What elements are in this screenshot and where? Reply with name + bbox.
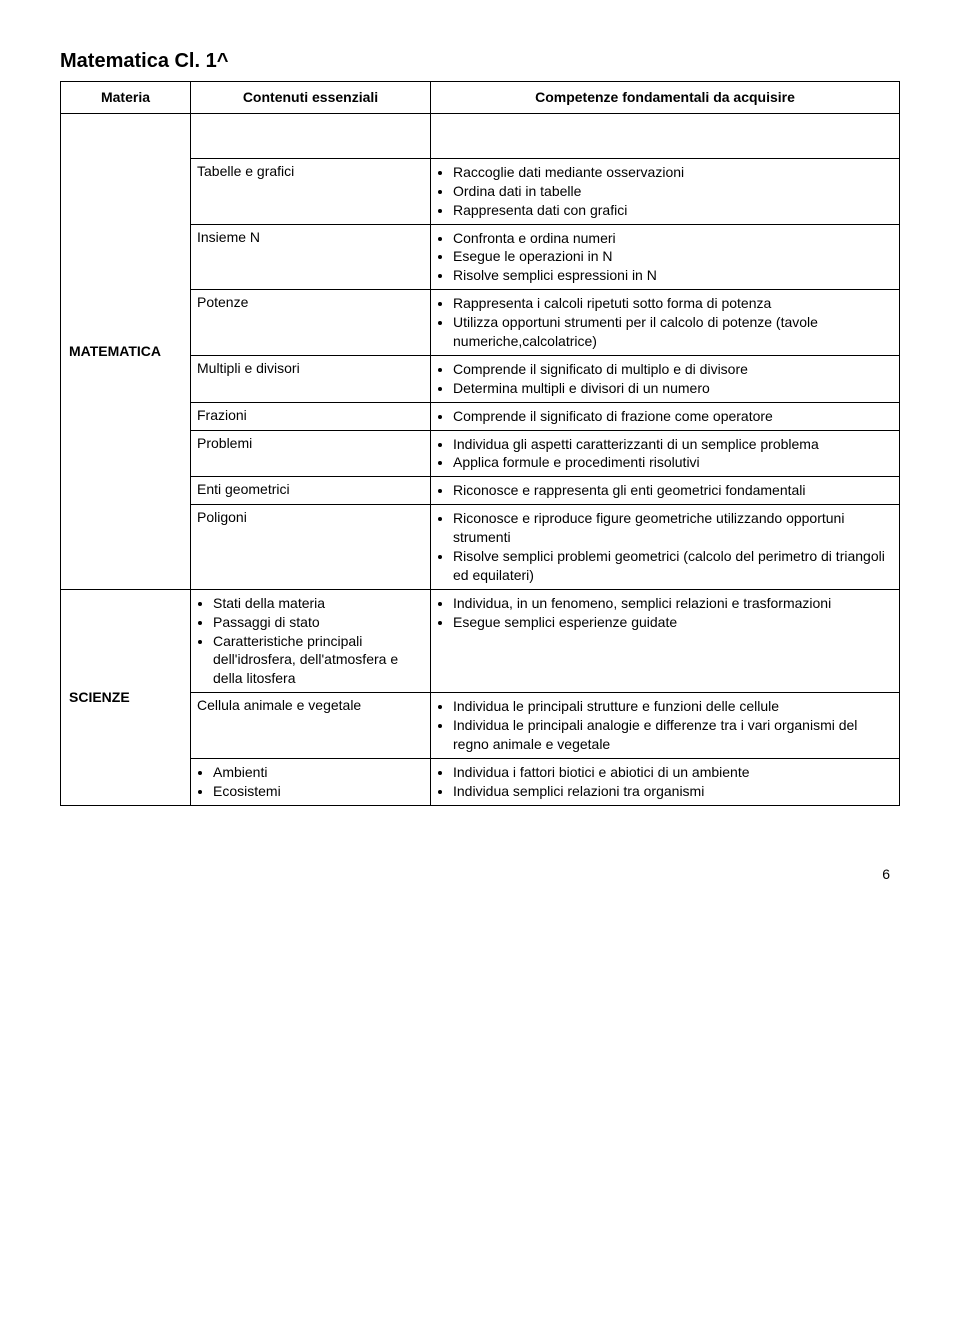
competence-cell: Individua, in un fenomeno, semplici rela… [431,589,900,692]
table-row: SCIENZE Stati della materia Passaggi di … [61,589,900,692]
list-item: Confronta e ordina numeri [453,229,893,248]
page-container: Matematica Cl. 1^ Materia Contenuti esse… [0,0,960,846]
header-competenze: Competenze fondamentali da acquisire [431,82,900,114]
list-item: Comprende il significato di frazione com… [453,407,893,426]
content-cell: Ambienti Ecosistemi [191,758,431,805]
content-cell: Poligoni [191,505,431,590]
list-item: Ordina dati in tabelle [453,182,893,201]
list-item: Individua le principali strutture e funz… [453,697,893,716]
spacer-row: MATEMATICA [61,113,900,158]
content-cell: Potenze [191,290,431,356]
list-item: Individua semplici relazioni tra organis… [453,782,893,801]
competence-cell: Comprende il significato di multiplo e d… [431,355,900,402]
list-item: Passaggi di stato [213,613,424,632]
competence-cell: Riconosce e riproduce figure geometriche… [431,505,900,590]
list-item: Individua gli aspetti caratterizzanti di… [453,435,893,454]
competence-cell: Individua le principali strutture e funz… [431,693,900,759]
competence-cell: Confronta e ordina numeri Esegue le oper… [431,224,900,290]
list-item: Applica formule e procedimenti risolutiv… [453,453,893,472]
competence-cell: Riconosce e rappresenta gli enti geometr… [431,477,900,505]
list-item: Individua le principali analogie e diffe… [453,716,893,754]
list-item: Utilizza opportuni strumenti per il calc… [453,313,893,351]
content-cell: Problemi [191,430,431,477]
list-item: Individua, in un fenomeno, semplici rela… [453,594,893,613]
empty-cell [431,113,900,158]
list-item: Ambienti [213,763,424,782]
empty-cell [191,113,431,158]
list-item: Caratteristiche principali dell'idrosfer… [213,632,424,689]
competence-cell: Rappresenta i calcoli ripetuti sotto for… [431,290,900,356]
list-item: Riconosce e riproduce figure geometriche… [453,509,893,547]
list-item: Determina multipli e divisori di un nume… [453,379,893,398]
list-item: Risolve semplici problemi geometrici (ca… [453,547,893,585]
content-cell: Insieme N [191,224,431,290]
list-item: Esegue le operazioni in N [453,247,893,266]
header-materia: Materia [61,82,191,114]
subject-matematica: MATEMATICA [61,113,191,589]
content-cell: Stati della materia Passaggi di stato Ca… [191,589,431,692]
list-item: Risolve semplici espressioni in N [453,266,893,285]
page-title: Matematica Cl. 1^ [60,50,900,73]
list-item: Rappresenta i calcoli ripetuti sotto for… [453,294,893,313]
header-row: Materia Contenuti essenziali Competenze … [61,82,900,114]
content-cell: Tabelle e grafici [191,158,431,224]
list-item: Riconosce e rappresenta gli enti geometr… [453,481,893,500]
competence-cell: Raccoglie dati mediante osservazioni Ord… [431,158,900,224]
list-item: Comprende il significato di multiplo e d… [453,360,893,379]
list-item: Individua i fattori biotici e abiotici d… [453,763,893,782]
list-item: Esegue semplici esperienze guidate [453,613,893,632]
content-cell: Enti geometrici [191,477,431,505]
content-cell: Cellula animale e vegetale [191,693,431,759]
subject-scienze: SCIENZE [61,589,191,805]
competence-cell: Individua i fattori biotici e abiotici d… [431,758,900,805]
page-number: 6 [0,846,960,882]
competence-cell: Individua gli aspetti caratterizzanti di… [431,430,900,477]
list-item: Rappresenta dati con grafici [453,201,893,220]
content-cell: Multipli e divisori [191,355,431,402]
competence-cell: Comprende il significato di frazione com… [431,402,900,430]
curriculum-table: Materia Contenuti essenziali Competenze … [60,81,900,806]
list-item: Raccoglie dati mediante osservazioni [453,163,893,182]
list-item: Stati della materia [213,594,424,613]
list-item: Ecosistemi [213,782,424,801]
header-contenuti: Contenuti essenziali [191,82,431,114]
content-cell: Frazioni [191,402,431,430]
